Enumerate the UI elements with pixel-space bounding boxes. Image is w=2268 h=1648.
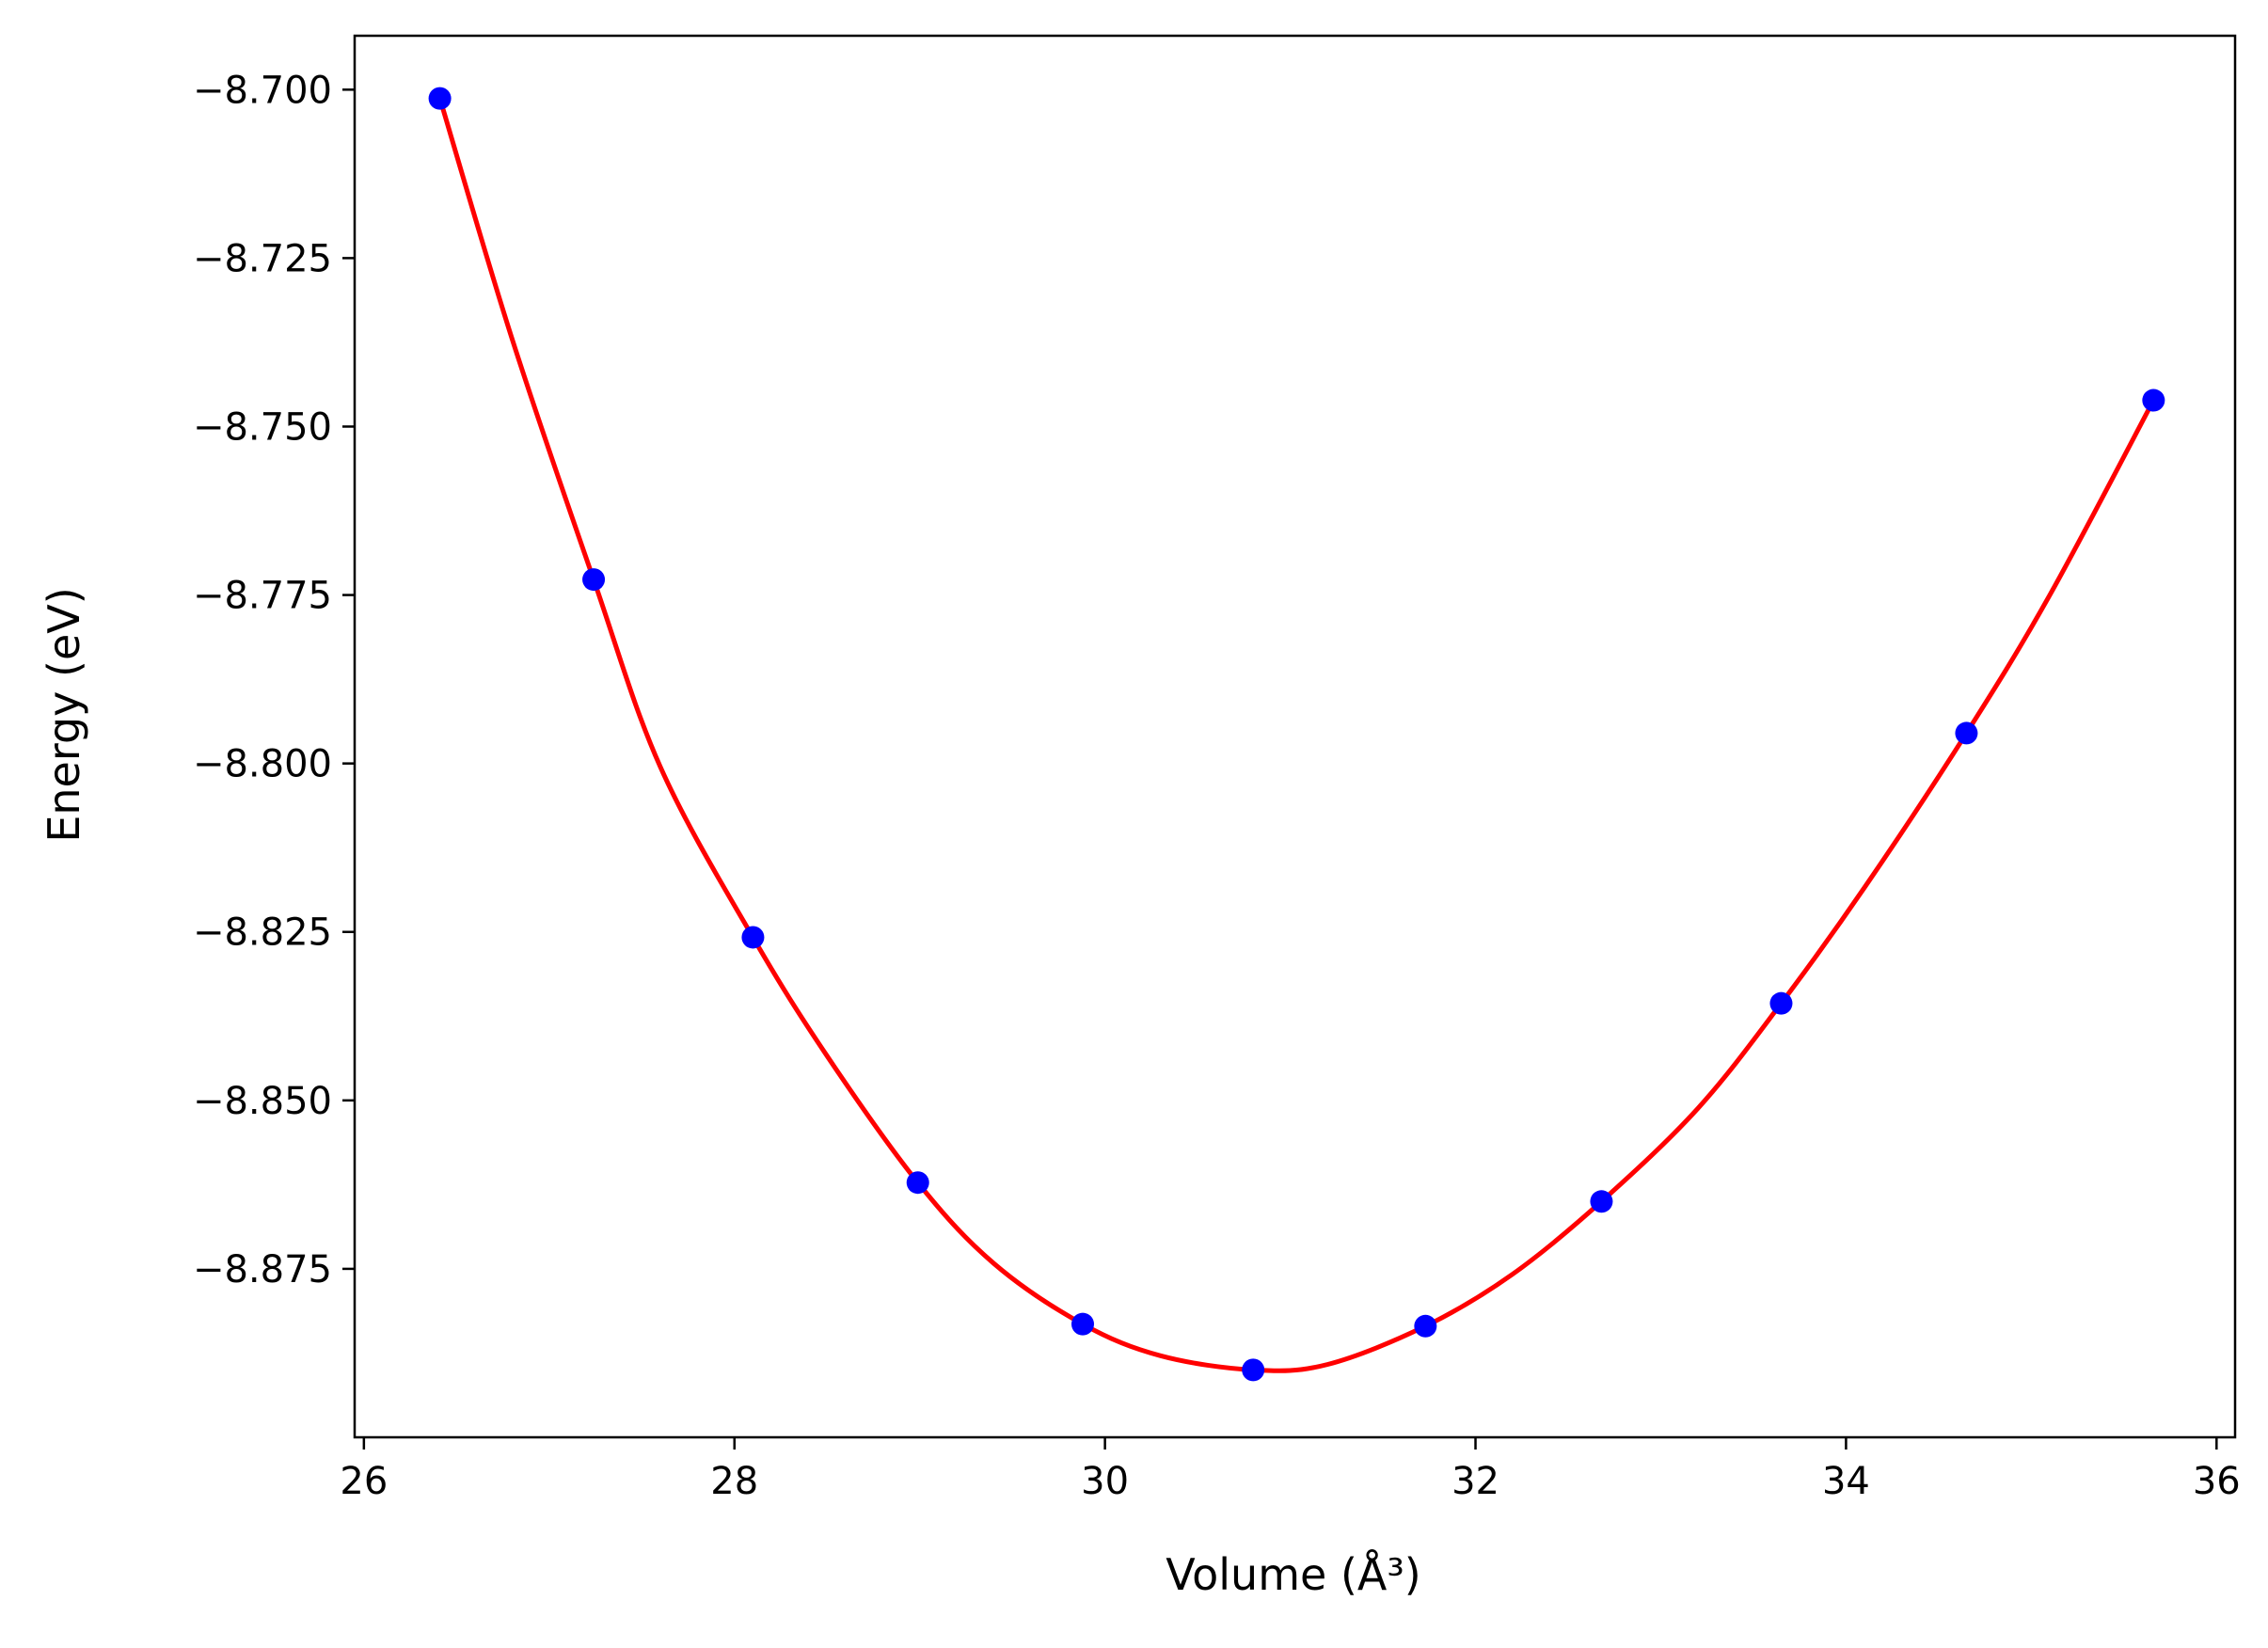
- x-tick-label: 36: [2193, 1460, 2241, 1503]
- data-point: [1590, 1190, 1613, 1213]
- y-tick-label: −8.825: [193, 911, 332, 955]
- x-tick-label: 26: [340, 1460, 388, 1503]
- data-point: [741, 926, 765, 949]
- fit-curve-line: [437, 97, 2156, 1373]
- data-point: [1769, 991, 1793, 1015]
- plot-layer: [428, 87, 2165, 1382]
- x-tick-label: 34: [1822, 1460, 1870, 1503]
- x-axis-label: Volume (Å³): [1166, 1549, 1421, 1600]
- y-tick-label: −8.750: [193, 405, 332, 449]
- y-tick-label: −8.850: [193, 1080, 332, 1123]
- data-point: [428, 87, 452, 110]
- data-point: [1414, 1314, 1437, 1338]
- y-tick-label: −8.800: [193, 743, 332, 786]
- y-axis-label: Energy (eV): [39, 587, 89, 842]
- x-tick-label: 32: [1451, 1460, 1499, 1503]
- data-point: [1071, 1312, 1094, 1336]
- data-point: [1242, 1358, 1265, 1382]
- plot-frame: [353, 34, 2237, 1439]
- y-tick-label: −8.725: [193, 237, 332, 280]
- y-tick-label: −8.700: [193, 69, 332, 112]
- x-tick-label: 30: [1081, 1460, 1129, 1503]
- y-tick-label: −8.775: [193, 575, 332, 618]
- data-point: [582, 568, 606, 592]
- axis-layer: 26 28 30 32 34 36 −8.700 −8.725 −8.750 −8.775 −8.8…: [193, 34, 2241, 1503]
- data-point: [1955, 721, 1978, 745]
- data-point: [906, 1171, 929, 1195]
- x-tick-label: 28: [710, 1460, 758, 1503]
- data-point: [2142, 388, 2165, 412]
- y-tick-label: −8.875: [193, 1248, 332, 1291]
